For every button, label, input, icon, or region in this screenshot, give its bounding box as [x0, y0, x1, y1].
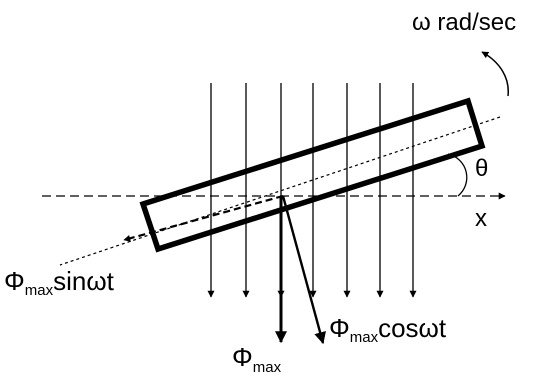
max-subscript: max [25, 282, 54, 299]
sin-term: sinωt [53, 266, 115, 296]
max-subscript: max [350, 329, 379, 346]
field-lines [207, 83, 417, 298]
phi-symbol: Φ [232, 342, 253, 372]
coil-axis-dotted [59, 116, 501, 266]
max-subscript: max [253, 359, 282, 376]
phi-cos-arrow [281, 195, 326, 345]
theta-arc [447, 153, 468, 197]
coil-rectangle [139, 97, 486, 253]
theta-label: θ [475, 155, 488, 182]
phi-sin-label: Φmaxsinωt [4, 266, 115, 299]
rotation-arrow [481, 51, 509, 97]
phi-symbol: Φ [4, 266, 25, 296]
omega-label: ω rad/sec [412, 9, 516, 36]
phi-sin-arrow [123, 194, 284, 242]
phi-cos-label: Φmaxcosωt [329, 313, 447, 346]
cos-term: cosωt [378, 313, 447, 343]
phi-symbol: Φ [329, 313, 350, 343]
x-axis-label: x [475, 205, 487, 232]
phi-max-label: Φmax [232, 342, 282, 376]
